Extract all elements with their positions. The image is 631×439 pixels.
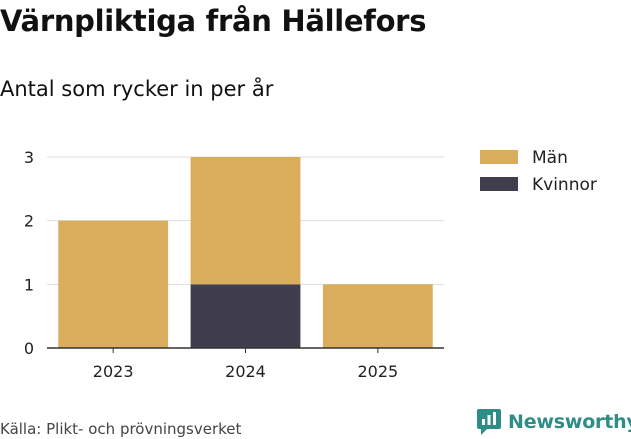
x-axis: 2023 2024 2025 [47,347,444,381]
x-tick-label: 2024 [225,362,266,381]
y-tick-label: 2 [24,212,34,231]
bar-män-2024 [190,157,301,285]
x-tick-label: 2025 [357,362,398,381]
legend-swatch-män [480,150,518,164]
chart-title: Värnpliktiga från Hällefors [0,4,427,38]
legend-label-kvinnor: Kvinnor [532,175,597,195]
brand: Newsworthy [476,407,631,437]
source-note: Källa: Plikt- och prövningsverket [0,420,242,438]
bar-kvinnor-2024 [190,284,301,348]
brand-name: Newsworthy [508,411,631,433]
y-tick-label: 0 [24,339,34,358]
newsworthy-logo-icon [477,409,501,435]
x-tick-label: 2023 [93,362,134,381]
y-tick-label: 1 [24,275,34,294]
bars [58,157,433,348]
y-tick-label: 3 [24,148,34,167]
legend-swatch-kvinnor [480,177,518,191]
bar-män-2023 [58,220,169,348]
chart-subtitle: Antal som rycker in per år [0,77,274,101]
bar-män-2025 [322,284,433,348]
legend-label-män: Män [532,148,568,168]
legend: Män Kvinnor [480,148,597,195]
y-axis: 0 1 2 3 [24,148,34,358]
